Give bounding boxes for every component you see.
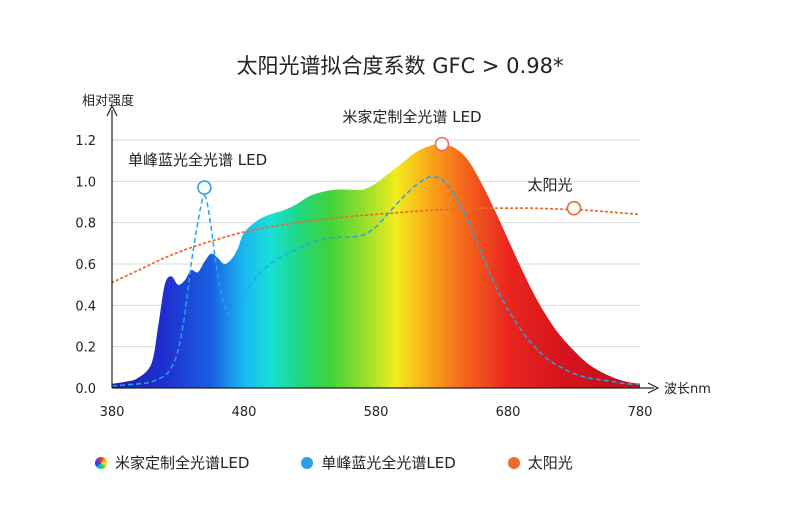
y-tick-label: 1.2 [75,134,96,149]
blue-led-line [111,175,641,387]
sunlight-line [111,207,641,284]
y-tick-label: 0.2 [75,341,96,356]
x-axis-arrow [647,382,660,394]
legend-label-sunlight: 太阳光 [527,454,573,472]
blue-dot-icon [301,456,314,469]
annotation-marker [197,180,212,195]
legend: 米家定制全光谱LED 单峰蓝光全光谱LED 太阳光 [95,452,625,473]
y-tick-label: 1.0 [75,175,96,190]
chart-title: 太阳光谱拟合度系数 GFC > 0.98* [236,54,564,78]
y-axis-label: 相对强度 [82,93,134,109]
x-tick-label: 480 [232,405,257,420]
legend-label-blue-led: 单峰蓝光全光谱LED [321,454,456,472]
annotation-label-mi-led: 米家定制全光谱 LED [342,108,481,126]
y-tick-label: 0.8 [75,217,96,232]
x-tick-label: 780 [628,405,653,420]
y-axis-arrow [106,104,118,117]
y-tick-label: 0.4 [75,299,96,314]
mi-led-area [112,144,640,388]
annotation-label-blue-led: 单峰蓝光全光谱 LED [128,151,267,169]
legend-label-mi-led: 米家定制全光谱LED [115,454,250,472]
legend-item-sunlight: 太阳光 [507,452,573,473]
rainbow-dot-icon [95,456,107,469]
annotation-marker [566,200,582,216]
x-axis-label: 波长nm [664,382,711,397]
orange-dot-icon [507,456,520,469]
legend-item-blue-led: 单峰蓝光全光谱LED [301,452,456,473]
x-tick-label: 680 [496,405,521,420]
y-tick-label: 0.6 [75,258,96,273]
x-tick-label: 380 [100,405,125,420]
annotation-marker [434,136,450,152]
legend-item-mi-led: 米家定制全光谱LED [95,452,249,473]
x-tick-label: 580 [364,405,389,420]
annotation-label-sunlight: 太阳光 [527,176,572,194]
y-tick-label: 0.0 [75,382,96,397]
